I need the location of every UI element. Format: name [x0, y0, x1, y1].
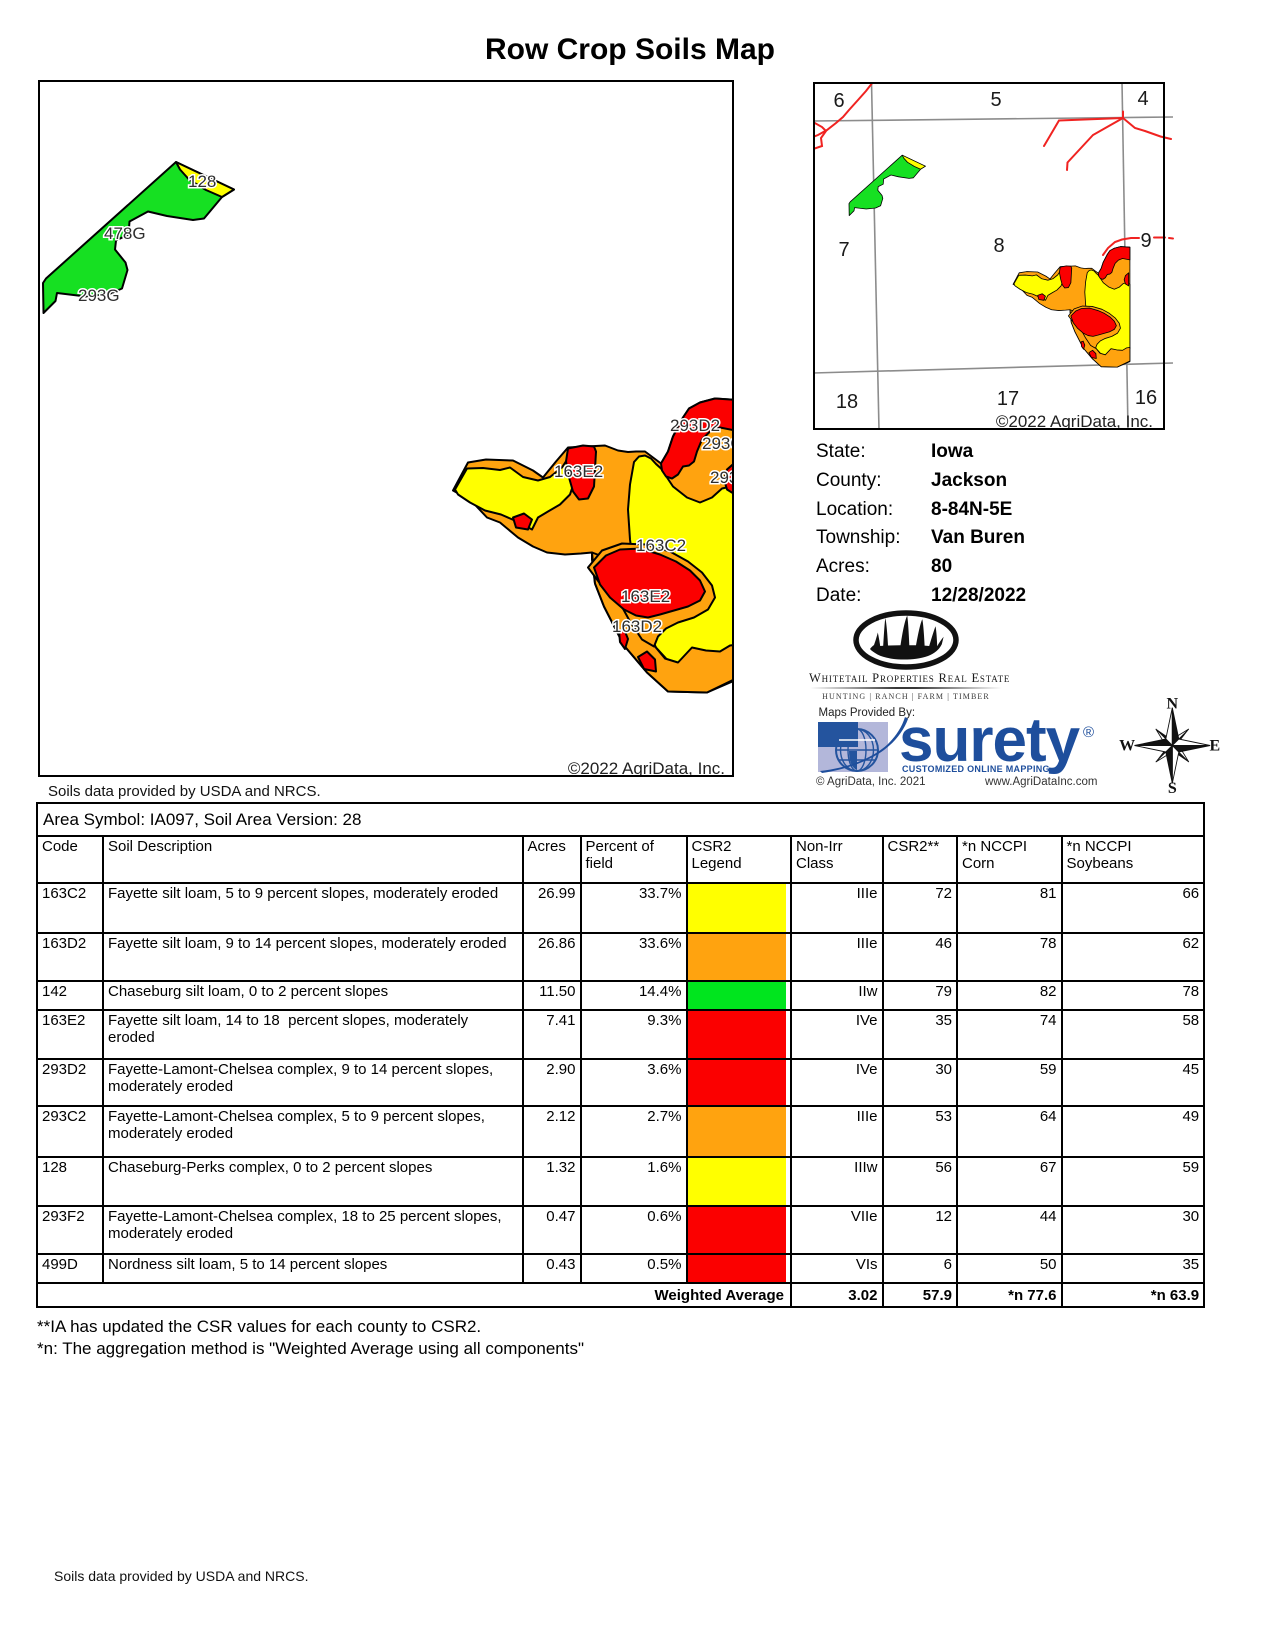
svg-text:478G: 478G [104, 224, 146, 243]
svg-text:293C2: 293C2 [710, 468, 734, 487]
svg-text:7: 7 [838, 239, 849, 261]
svg-text:293G: 293G [78, 286, 120, 305]
svg-text:163D2: 163D2 [612, 617, 662, 636]
svg-text:9: 9 [1140, 230, 1151, 252]
svg-text:©2022 AgriData, Inc.: ©2022 AgriData, Inc. [996, 412, 1153, 430]
svg-text:©2022 AgriData, Inc.: ©2022 AgriData, Inc. [568, 759, 725, 777]
svg-text:8: 8 [993, 235, 1004, 257]
svg-text:6: 6 [833, 90, 844, 112]
svg-text:S: S [1168, 780, 1177, 797]
svg-text:293D2: 293D2 [670, 416, 720, 435]
svg-text:18: 18 [836, 391, 858, 413]
svg-text:E: E [1209, 738, 1220, 755]
svg-text:W: W [1119, 738, 1135, 755]
svg-text:128: 128 [188, 172, 216, 191]
svg-text:163E2: 163E2 [621, 587, 670, 606]
svg-text:4: 4 [1137, 88, 1148, 110]
svg-text:163C2: 163C2 [636, 536, 686, 555]
svg-text:N: N [1167, 696, 1179, 713]
svg-text:5: 5 [990, 89, 1001, 111]
svg-text:293C2: 293C2 [702, 434, 734, 453]
svg-text:17: 17 [997, 388, 1019, 410]
svg-text:163E2: 163E2 [554, 462, 603, 481]
svg-text:16: 16 [1135, 387, 1157, 409]
